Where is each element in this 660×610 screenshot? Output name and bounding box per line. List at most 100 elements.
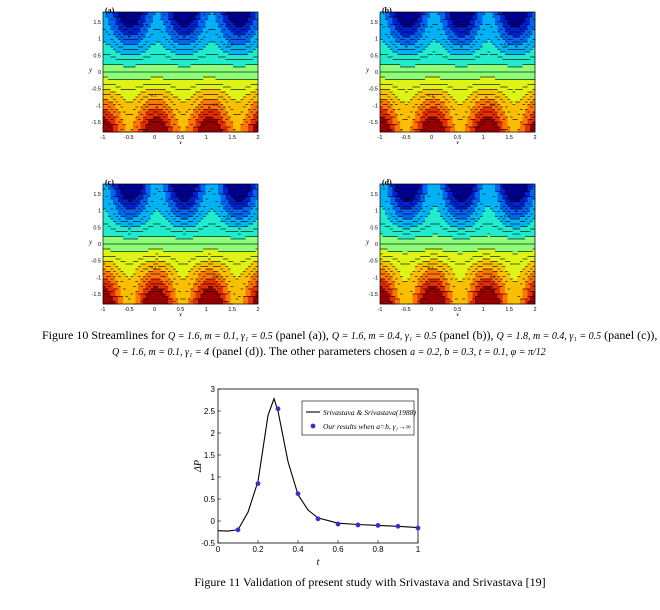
y-tick-label: 1 <box>375 209 378 215</box>
y-axis-label: ΔP <box>193 460 204 473</box>
x-tick-label: 1 <box>482 307 485 313</box>
validation-chart: 0 0.2 0.4 0.6 0.8 1-0.500.511.522.53tΔPSrivas… <box>193 385 421 568</box>
data-point-present-study <box>335 521 341 527</box>
x-tick-label: 1 <box>205 307 208 313</box>
x-axis-label: x <box>178 311 183 316</box>
panel-label: (b) <box>382 6 392 15</box>
data-point-present-study <box>255 481 261 486</box>
legend-box <box>301 400 415 436</box>
data-point-present-study <box>295 491 301 497</box>
y-tick-label: -1.5 <box>92 292 101 298</box>
y-tick-label: -0.5 <box>369 87 378 93</box>
legend-entry-srivastava: Srivastava & Srivastava(1988) <box>323 408 416 417</box>
params-a-suffix: (panel (a)), <box>272 328 332 342</box>
y-tick-label: 1.5 <box>204 451 216 460</box>
x-axis-label: x <box>455 139 460 144</box>
x-tick-label: 1 <box>205 135 208 141</box>
x-tick-label: -0.5 <box>401 307 410 313</box>
x-axis-label: t <box>317 557 320 568</box>
x-tick-label: 0.5 <box>454 135 462 141</box>
y-tick-label: 1 <box>98 209 101 215</box>
contour-label: -0.1 <box>427 92 435 97</box>
x-tick-label: -0.5 <box>401 135 410 141</box>
y-tick-label: 1 <box>375 37 378 43</box>
x-tick-label: 1 <box>416 545 421 554</box>
data-point-present-study <box>275 406 281 412</box>
legend-marker-swatch <box>310 423 316 429</box>
contour-label: 0.3 <box>227 42 233 47</box>
contour-label: -0.2 <box>212 102 220 107</box>
streamlines <box>103 14 259 133</box>
y-tick-label: 1 <box>211 473 216 482</box>
y-tick-label: 2 <box>211 429 216 438</box>
contour-fill <box>380 184 536 305</box>
params-d: Q = 1.6, m = 0.1, γ₁ = 4 <box>112 347 210 358</box>
y-tick-label: 1.5 <box>370 20 378 26</box>
contour-label: 0.3 <box>504 42 510 47</box>
y-tick-label: -1 <box>96 103 101 109</box>
y-tick-label: -1.5 <box>92 120 101 126</box>
y-tick-label: -0.5 <box>92 87 101 93</box>
data-point-present-study <box>395 523 401 529</box>
y-axis-label: y <box>365 238 370 246</box>
params-c: Q = 1.8, m = 0.4, γ₁ = 0.5 <box>496 331 602 342</box>
x-tick-label: 0.5 <box>177 307 185 313</box>
x-tick-label: 2 <box>256 307 259 313</box>
params-c-suffix: (panel (c)), <box>601 328 658 342</box>
plot-frame <box>379 183 536 305</box>
contour-fill <box>380 12 536 133</box>
data-point-present-study <box>235 527 241 533</box>
x-tick-label: 0.8 <box>372 545 384 554</box>
panel-label: (d) <box>382 178 392 187</box>
plot-frame <box>102 11 259 133</box>
x-tick-label: 0.6 <box>332 545 344 554</box>
caption-prefix: Figure 10 Streamlines for <box>42 328 168 342</box>
x-tick-label: -0.5 <box>124 307 133 313</box>
plot-frame <box>379 11 536 133</box>
contour-label: 0.1 <box>142 22 148 27</box>
x-tick-label: -1 <box>378 135 383 141</box>
y-tick-label: 1.5 <box>370 192 378 198</box>
contour-label: 0.3 <box>227 214 233 219</box>
panel-label: (c) <box>105 178 114 187</box>
y-tick-label: 0 <box>375 70 378 76</box>
x-tick-label: 0.5 <box>177 135 185 141</box>
contour-label: 0.1 <box>419 22 425 27</box>
contour-label: 0.2 <box>188 30 194 35</box>
x-tick-label: -1 <box>101 135 106 141</box>
streamlines <box>380 186 536 305</box>
y-tick-label: 0.5 <box>93 225 101 231</box>
contour-label: 0.1 <box>142 194 148 199</box>
x-tick-label: 0 <box>153 135 156 141</box>
y-tick-label: 0.5 <box>93 53 101 59</box>
figure-10-caption-line-1: Figure 10 Streamlines for Q = 1.6, m = 0… <box>42 328 660 344</box>
x-tick-label: 1.5 <box>505 135 513 141</box>
params-a: Q = 1.6, m = 0.1, γ₁ = 0.5 <box>167 331 273 342</box>
chart-frame <box>217 388 419 544</box>
x-tick-label: 0 <box>430 135 433 141</box>
x-tick-label: 1.5 <box>228 135 236 141</box>
y-tick-label: 1.5 <box>93 192 101 198</box>
y-tick-label: -1 <box>373 275 378 281</box>
x-tick-label: 1 <box>482 135 485 141</box>
contour-label: 0.3 <box>504 214 510 219</box>
y-tick-label: -1 <box>96 275 101 281</box>
y-axis-label: y <box>88 238 93 246</box>
y-tick-label: -0.5 <box>92 259 101 265</box>
contour-label: -0.2 <box>489 102 497 107</box>
x-tick-label: -1 <box>378 307 383 313</box>
data-point-present-study <box>375 523 381 528</box>
x-tick-label: 2 <box>256 135 259 141</box>
contour-label: -0.1 <box>150 92 158 97</box>
streamline-panel-d: (d) 1.5 1 0.5 0 -0.5 -1 -1.5 -1 -0.5 0 0.5 1 1.5 2 x y 0.… <box>362 176 537 316</box>
y-tick-label: -0.5 <box>369 259 378 265</box>
params-d-suffix: (panel (d)). The other parameters chosen <box>209 344 411 358</box>
x-tick-label: 0 <box>153 307 156 313</box>
x-tick-label: 0.5 <box>454 307 462 313</box>
x-tick-label: 1.5 <box>505 307 513 313</box>
y-tick-label: 0 <box>98 70 101 76</box>
contour-fill <box>103 12 259 133</box>
params-b-suffix: (panel (b)), <box>436 328 497 342</box>
contour-label: 0.2 <box>465 202 471 207</box>
y-tick-label: 0 <box>375 242 378 248</box>
